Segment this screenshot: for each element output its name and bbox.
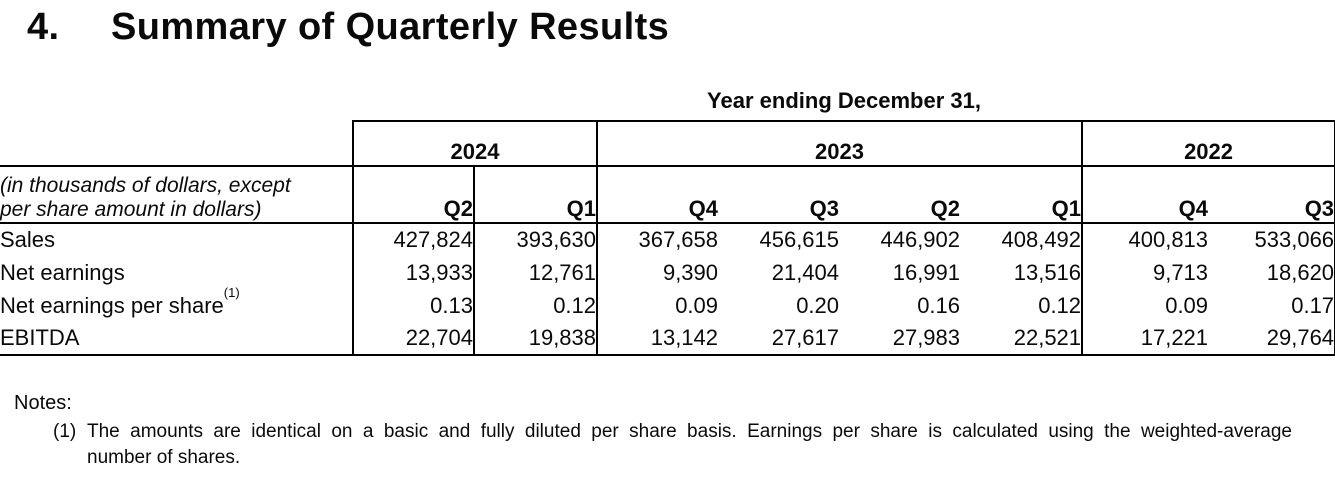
- year-header-2022: 2022: [1081, 120, 1335, 167]
- value-cell: 27,617: [718, 322, 840, 356]
- value-cell: 13,516: [1013, 259, 1082, 285]
- value-cell: 0.17: [1208, 289, 1335, 322]
- value-cell: 13,933: [352, 256, 474, 289]
- table-unit-note: (in thousands of dollars, except per sha…: [0, 166, 353, 224]
- notes-heading: Notes:: [14, 392, 72, 414]
- years-row-spacer: [0, 121, 353, 167]
- row-label-net-earnings-per-share: Net earnings per share(1): [0, 285, 240, 318]
- quarter-header-q1-2024: Q1: [472, 166, 598, 224]
- value-cell: 0.20: [796, 292, 840, 318]
- quarter-header-q4-2022: Q4: [1081, 166, 1209, 224]
- value-cell: 17,221: [1081, 322, 1209, 356]
- value-cell: 427,824: [352, 223, 474, 256]
- footnote-ref: (1): [223, 285, 240, 301]
- value-cell: 0.12: [1038, 292, 1082, 318]
- section-title-text: Summary of Quarterly Results: [111, 6, 670, 48]
- value-cell: 22,704: [352, 322, 474, 356]
- quarter-header-q3-2022: Q3: [1208, 166, 1335, 224]
- value-cell: 22,521: [960, 322, 1083, 356]
- quarter-header-q3-2023: Q3: [718, 166, 840, 224]
- quarter-header-q2-2024: Q2: [352, 166, 474, 224]
- row-label-ebitda: EBITDA: [0, 322, 353, 356]
- data-row-net-earnings: Net earnings 13,933 12,761 9,390 21,404 …: [0, 256, 1335, 289]
- data-row-net-earnings-per-share: Net earnings per share(1) 0.13 0.12 0.09…: [0, 285, 1335, 322]
- value-cell: 0.09: [596, 289, 719, 322]
- year-header-2024: 2024: [351, 120, 598, 167]
- row-label-sales: Sales: [0, 227, 56, 252]
- quarterly-results-table: 2024 2023 2022 (in thousands of dollars,…: [0, 120, 1335, 356]
- value-cell: 9,390: [596, 256, 719, 289]
- value-cell: 0.16: [917, 292, 961, 318]
- value-cell: 19,838: [472, 322, 598, 356]
- value-cell: 29,764: [1208, 322, 1335, 356]
- years-header-row: 2024 2023 2022: [0, 120, 1335, 167]
- value-cell: 0.13: [352, 289, 474, 322]
- value-cell: 12,761: [472, 256, 598, 289]
- quarter-header-row: (in thousands of dollars, except per sha…: [0, 166, 1335, 224]
- value-cell: 446,902: [880, 227, 961, 252]
- value-cell: 367,658: [596, 223, 719, 256]
- value-cell: 9,713: [1081, 256, 1209, 289]
- value-cell: 18,620: [1208, 256, 1335, 289]
- data-row-sales: Sales 427,824 393,630 367,658 456,615 44…: [0, 223, 1335, 256]
- value-cell: 408,492: [1001, 227, 1082, 252]
- footnote-line: number of shares.: [87, 447, 241, 468]
- section-title: 4. Summary of Quarterly Results: [27, 6, 669, 49]
- unit-note-line: (in thousands of dollars, except: [0, 174, 291, 197]
- section-number: 4.: [27, 6, 60, 48]
- footnote-text: The amounts are identical on a basic and…: [87, 419, 1292, 471]
- value-cell: 533,066: [1208, 223, 1335, 256]
- quarter-header-q4-2023: Q4: [596, 166, 719, 224]
- value-cell: 0.09: [1081, 289, 1209, 322]
- value-cell: 0.12: [472, 289, 598, 322]
- quarter-header-q1-2023: Q1: [960, 166, 1083, 224]
- value-cell: 456,615: [759, 227, 840, 252]
- table-caption: Year ending December 31,: [707, 88, 981, 113]
- footnote-line: The amounts are identical on a basic and…: [87, 421, 1292, 442]
- value-cell: 27,983: [839, 322, 961, 356]
- quarter-header-q2-2023: Q2: [839, 166, 961, 224]
- year-header-2023: 2023: [596, 120, 1083, 167]
- footnote-marker: (1): [53, 421, 77, 442]
- row-label-net-earnings: Net earnings: [0, 259, 125, 285]
- unit-note-line: per share amount in dollars): [0, 198, 262, 221]
- value-cell: 400,813: [1081, 223, 1209, 256]
- value-cell: 13,142: [596, 322, 719, 356]
- value-cell: 21,404: [771, 259, 840, 285]
- data-row-ebitda: EBITDA 22,704 19,838 13,142 27,617 27,98…: [0, 322, 1335, 356]
- value-cell: 16,991: [892, 259, 961, 285]
- footnote-1: (1) The amounts are identical on a basic…: [53, 419, 1305, 471]
- value-cell: 393,630: [472, 223, 598, 256]
